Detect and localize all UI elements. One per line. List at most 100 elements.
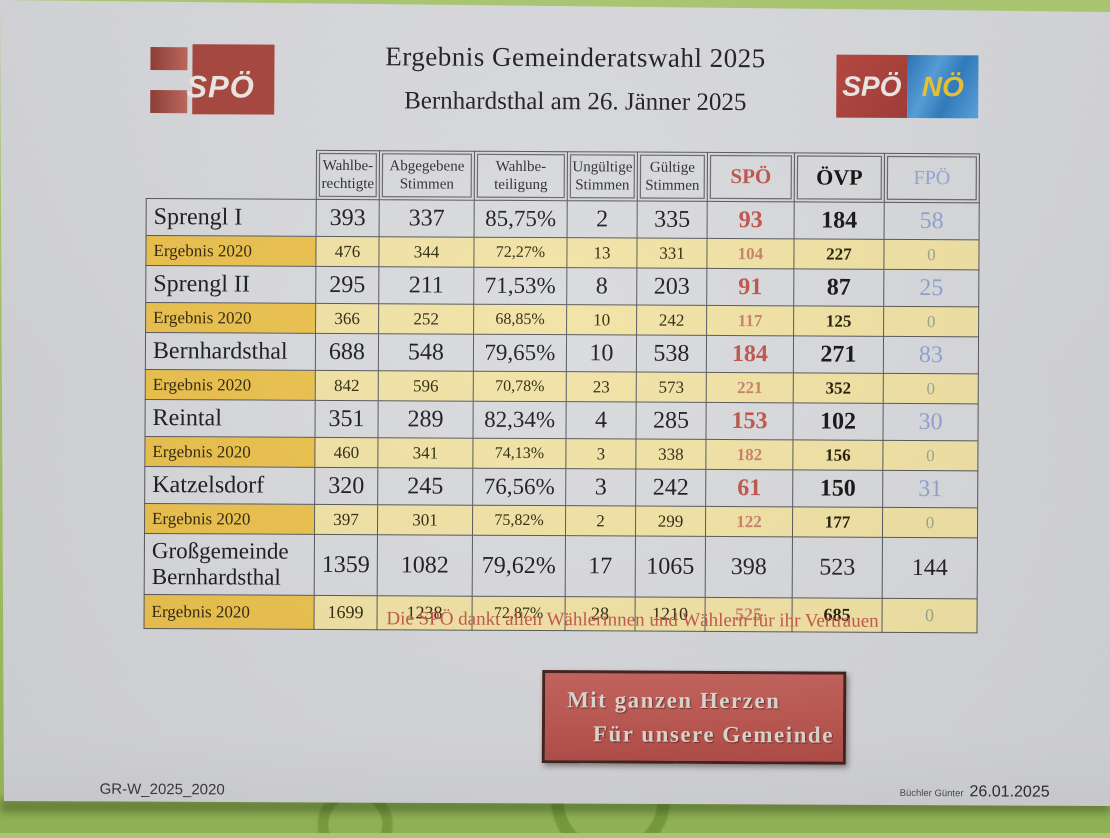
value-cell: 61 <box>705 469 793 507</box>
value-cell: 3 <box>565 468 636 507</box>
value-cell: 31 <box>882 470 978 508</box>
row-label-cell: Ergebnis 2020 <box>143 594 315 630</box>
value-cell: 122 <box>705 506 793 537</box>
table-row: Ergebnis 2020 460 341 74,13% 3 338 182 156 0 <box>144 436 978 471</box>
table-row: Großgemeinde Bernhardsthal 1359 1082 79,62%… <box>144 533 978 599</box>
value-cell: 203 <box>636 268 707 306</box>
column-header-text: Stimmen <box>399 176 454 193</box>
value-cell: 79,65% <box>473 334 567 372</box>
value-cell: 688 <box>315 333 379 371</box>
value-cell: 227 <box>793 238 885 270</box>
table-row: Sprengl I 393 337 85,75% 2 335 93 184 58 <box>146 198 980 240</box>
value-cell: 3 <box>565 438 636 470</box>
value-cell: 393 <box>316 199 380 237</box>
value-cell: 182 <box>705 439 793 470</box>
value-cell: 252 <box>378 303 474 335</box>
value-cell: 211 <box>378 266 474 305</box>
column-header-text: ÖVP <box>816 164 863 190</box>
column-header-c1: Abgegebene Stimmen <box>379 150 475 201</box>
value-cell: 285 <box>635 402 707 440</box>
column-header-text: teiligung <box>494 176 548 194</box>
value-cell: 331 <box>636 238 708 269</box>
column-header-text: Stimmen <box>645 177 700 194</box>
value-cell: 351 <box>314 400 379 438</box>
value-cell: 13 <box>566 237 638 269</box>
value-cell: 104 <box>706 238 795 269</box>
value-cell: 153 <box>705 402 794 440</box>
header-row: Wahlbe-rechtigte Abgegebene Stimmen Wahlbe-… <box>146 149 980 203</box>
value-cell: 85,75% <box>474 200 568 238</box>
value-cell: 245 <box>377 467 473 506</box>
value-cell: 156 <box>792 439 883 471</box>
spoe-logo-square: SPÖ <box>186 44 275 115</box>
results-table-wrapper: Wahlbe-rechtigte Abgegebene Stimmen Wahlbe-… <box>143 149 980 633</box>
column-header-c3: Ungültige Stimmen <box>567 151 638 202</box>
table-row: Sprengl II 295 211 71,53% 8 203 91 87 25 <box>145 265 979 307</box>
value-cell: 83 <box>883 336 979 374</box>
value-cell: 573 <box>636 372 707 403</box>
value-cell: 0 <box>882 507 978 538</box>
value-cell: 320 <box>314 467 378 505</box>
value-cell: 596 <box>378 370 474 402</box>
spoe-noe-logo-blue-half: NÖ <box>907 54 979 119</box>
banner-line2: Für unsere Gemeinde <box>592 721 835 748</box>
value-cell: 74,13% <box>472 438 566 469</box>
value-cell: 184 <box>794 201 885 240</box>
value-cell: 1082 <box>377 534 473 597</box>
table-row: Ergebnis 2020 397 301 75,82% 2 299 122 177 0 <box>144 503 978 538</box>
row-label-cell: Ergebnis 2020 <box>144 503 315 535</box>
spoe-logo: SPÖ <box>150 44 275 115</box>
value-cell: 842 <box>315 370 379 401</box>
document-title: Ergebnis Gemeinderatswahl 2025 Bernhards… <box>330 41 820 118</box>
spoe-logo-text: SPÖ <box>186 69 255 105</box>
value-cell: 79,62% <box>472 535 566 597</box>
value-cell: 68,85% <box>473 304 567 335</box>
footer-author: Büchler Günter <box>899 787 964 800</box>
footer-filename: GR-W_2025_2020 <box>99 780 225 799</box>
value-cell: 4 <box>565 401 637 440</box>
row-label-cell: Sprengl II <box>145 265 316 304</box>
results-table: Wahlbe-rechtigte Abgegebene Stimmen Wahlbe-… <box>143 149 980 633</box>
row-label-cell: Katzelsdorf <box>144 466 315 505</box>
value-cell: 242 <box>635 469 706 507</box>
thanks-line: Die SPÖ dankt allen Wählerinnen und Wähl… <box>386 608 879 632</box>
value-cell: 352 <box>793 372 884 404</box>
column-header-text: FPÖ <box>913 166 951 189</box>
value-cell: 2 <box>567 200 638 239</box>
value-cell: 17 <box>565 535 636 598</box>
value-cell: 289 <box>377 400 474 439</box>
value-cell: 398 <box>705 536 793 598</box>
title-line1: Ergebnis Gemeinderatswahl 2025 <box>385 41 766 74</box>
footer-author-date: Büchler Günter 26.01.2025 <box>900 783 1050 802</box>
row-label-cell: Ergebnis 2020 <box>144 436 315 468</box>
column-header-oevp: ÖVP <box>794 152 885 203</box>
value-cell: 76,56% <box>472 468 566 506</box>
table-row: Ergebnis 2020 842 596 70,78% 23 573 221 352 0 <box>145 369 979 404</box>
value-cell: 91 <box>706 268 794 306</box>
value-cell: 8 <box>566 267 637 306</box>
column-header-c4: Gültige Stimmen <box>637 152 708 202</box>
header-spacer-cell <box>146 149 316 199</box>
value-cell: 341 <box>377 437 473 469</box>
spoe-noe-logo-noe-text: NÖ <box>921 70 964 102</box>
value-cell: 242 <box>636 305 707 336</box>
column-header-fpoe: FPÖ <box>884 153 980 203</box>
spoe-logo-bar-top <box>150 47 188 71</box>
value-cell: 10 <box>566 304 637 336</box>
banner-line1: Mit ganzen Herzen <box>567 687 781 714</box>
row-label-cell: Ergebnis 2020 <box>145 369 316 401</box>
value-cell: 102 <box>792 402 884 441</box>
value-cell: 366 <box>315 303 379 334</box>
value-cell: 338 <box>635 439 706 470</box>
value-cell: 2 <box>565 505 636 537</box>
value-cell: 476 <box>315 236 380 267</box>
value-cell: 125 <box>793 305 884 337</box>
spoe-noe-logo-red-half: SPÖ <box>836 54 908 118</box>
value-cell: 150 <box>792 469 883 508</box>
spoe-logo-bar-bottom <box>150 90 188 114</box>
row-label-cell: Reintal <box>144 399 316 438</box>
row-label-cell: Sprengl I <box>146 198 317 237</box>
spoe-noe-logo: SPÖ NÖ <box>836 54 979 119</box>
